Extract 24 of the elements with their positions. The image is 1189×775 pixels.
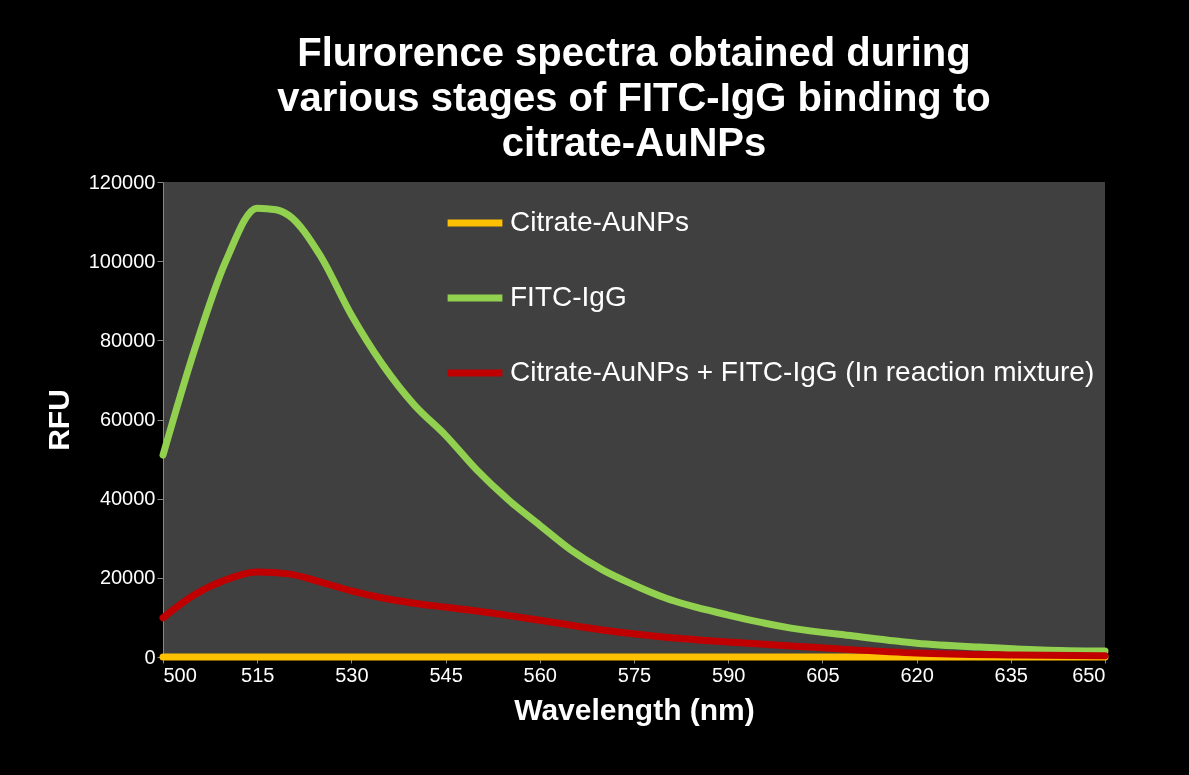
x-tick-label: 590 <box>712 663 746 686</box>
legend-label: FITC-IgG <box>510 281 627 312</box>
x-tick-label: 650 <box>1072 663 1106 686</box>
y-tick-label: 0 <box>144 645 156 668</box>
x-tick-label: 545 <box>429 663 463 686</box>
x-tick-label: 500 <box>163 663 197 686</box>
legend-label: Citrate-AuNPs + FITC-IgG (In reaction mixture) <box>510 356 1095 387</box>
x-tick-label: 575 <box>617 663 652 686</box>
chart-title: Flurorence spectra obtained during various stages of FITC-IgG binding to citrate-AuNPs <box>277 30 991 164</box>
y-tick-label: 80000 <box>99 328 156 351</box>
x-axis-title: Wavelength (nm) <box>514 692 755 726</box>
y-axis-title: RFU <box>41 389 75 451</box>
x-tick-label: 560 <box>523 663 557 686</box>
x-tick-label: 635 <box>994 663 1028 686</box>
y-tick-label: 40000 <box>99 487 156 510</box>
y-tick-label: 60000 <box>99 408 156 430</box>
x-tick-label: 530 <box>335 663 369 686</box>
x-tick-label: 515 <box>241 663 275 686</box>
y-tick-label: 120000 <box>88 170 156 193</box>
y-tick-label: 20000 <box>99 566 156 589</box>
y-tick-label: 100000 <box>88 249 156 272</box>
x-tick-label: 605 <box>806 663 840 686</box>
legend-label: Citrate-AuNPs <box>510 206 689 237</box>
x-tick-label: 620 <box>900 663 934 686</box>
